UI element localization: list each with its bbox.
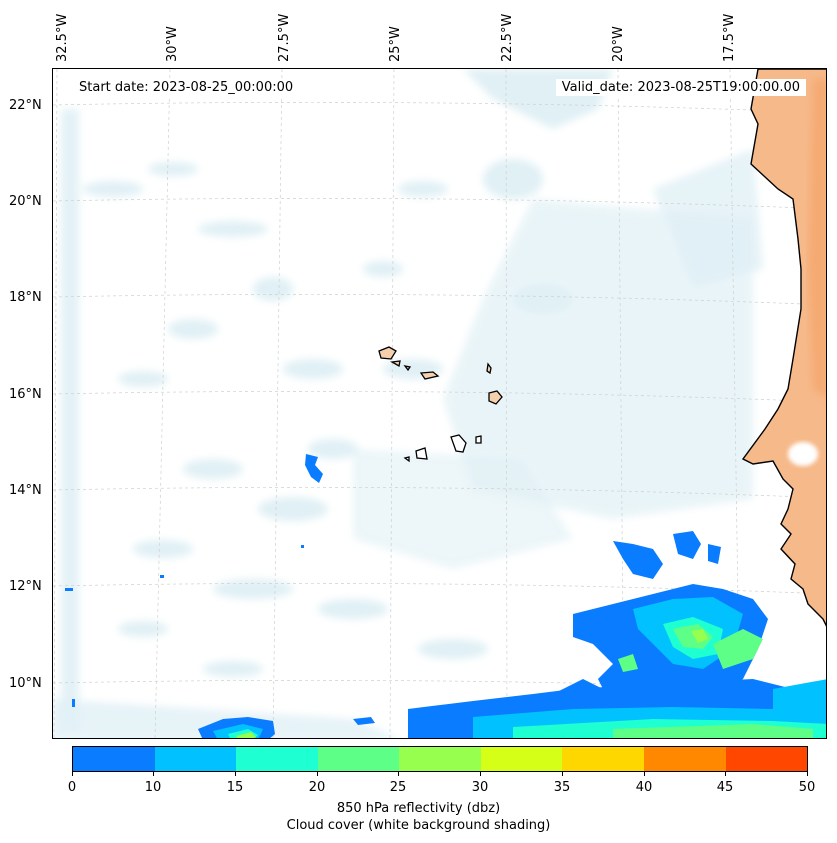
colorbar-title: 850 hPa reflectivity (dbz) bbox=[336, 801, 501, 816]
colorbar-subtitle: Cloud cover (white background shading) bbox=[286, 818, 551, 833]
lon-label: 25°W bbox=[388, 26, 403, 62]
colorbar-tick bbox=[398, 772, 399, 776]
colorbar-tick bbox=[562, 772, 563, 776]
colorbar-tick bbox=[153, 772, 154, 776]
colorbar-tick-label: 20 bbox=[308, 780, 326, 795]
valid-date-label: Valid_date: 2023-08-25T19:00:00.00 bbox=[555, 79, 806, 96]
colorbar-tick bbox=[317, 772, 318, 776]
colorbar-segment bbox=[562, 747, 644, 771]
lon-label: 20°W bbox=[611, 26, 626, 62]
lat-label: 20°N bbox=[9, 194, 42, 209]
colorbar-tick bbox=[725, 772, 726, 776]
cape-verde-islands bbox=[378, 346, 503, 463]
map-panel[interactable]: Start date: 2023-08-25_00:00:00 Valid_da… bbox=[52, 68, 827, 739]
colorbar-segment bbox=[73, 747, 155, 771]
map-canvas bbox=[53, 69, 826, 738]
colorbar-segment bbox=[399, 747, 481, 771]
reflectivity-colorbar bbox=[72, 746, 808, 772]
lon-label: 30°W bbox=[165, 26, 180, 62]
lon-label: 32.5°W bbox=[55, 13, 70, 62]
lat-label: 10°N bbox=[9, 676, 42, 691]
colorbar-tick-label: 15 bbox=[226, 780, 244, 795]
colorbar-tick bbox=[807, 772, 808, 776]
colorbar-tick bbox=[644, 772, 645, 776]
colorbar-segment bbox=[643, 747, 726, 771]
lat-label: 22°N bbox=[9, 98, 42, 113]
colorbar-segment bbox=[154, 747, 237, 771]
colorbar-tick-label: 45 bbox=[716, 780, 734, 795]
lon-label: 22.5°W bbox=[500, 13, 515, 62]
lon-label: 17.5°W bbox=[722, 13, 737, 62]
colorbar-segment bbox=[317, 747, 400, 771]
colorbar-tick-label: 10 bbox=[144, 780, 162, 795]
lat-label: 14°N bbox=[9, 483, 42, 498]
lon-label: 27.5°W bbox=[277, 13, 292, 62]
reflectivity-field bbox=[65, 454, 826, 738]
start-date-label: Start date: 2023-08-25_00:00:00 bbox=[73, 79, 300, 96]
colorbar-tick bbox=[235, 772, 236, 776]
colorbar-tick-label: 35 bbox=[553, 780, 571, 795]
colorbar-tick-label: 25 bbox=[389, 780, 407, 795]
colorbar-tick-label: 40 bbox=[635, 780, 653, 795]
colorbar-segment bbox=[236, 747, 318, 771]
colorbar-segment bbox=[725, 747, 808, 771]
lat-label: 18°N bbox=[9, 290, 42, 305]
colorbar-tick bbox=[480, 772, 481, 776]
lat-label: 16°N bbox=[9, 387, 42, 402]
lat-label: 12°N bbox=[9, 579, 42, 594]
cloud-cover-shading bbox=[53, 69, 763, 738]
colorbar-tick-label: 30 bbox=[471, 780, 489, 795]
colorbar-segment bbox=[480, 747, 563, 771]
colorbar-tick bbox=[72, 772, 73, 776]
colorbar-tick-label: 0 bbox=[67, 780, 77, 795]
colorbar-tick-label: 50 bbox=[798, 780, 816, 795]
africa-land bbox=[741, 69, 826, 627]
